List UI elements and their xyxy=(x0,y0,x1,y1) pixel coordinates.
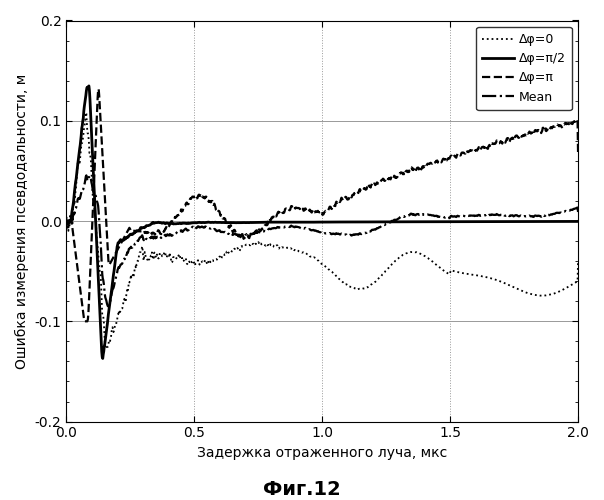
Line: Δφ=0: Δφ=0 xyxy=(66,112,578,347)
Δφ=π/2 xyxy=(415,219,422,225)
Δφ=π xyxy=(81,318,88,324)
Mean xyxy=(289,224,297,230)
Mean xyxy=(463,212,470,218)
Mean xyxy=(574,209,582,215)
Mean xyxy=(116,264,123,270)
Δφ=π xyxy=(289,204,297,210)
Δφ=0 xyxy=(574,258,582,264)
Δφ=0 xyxy=(82,110,89,116)
Δφ=0 xyxy=(463,271,470,277)
Mean xyxy=(472,213,479,219)
Δφ=π/2 xyxy=(289,219,297,225)
X-axis label: Задержка отраженного луча, мкс: Задержка отраженного луча, мкс xyxy=(197,446,448,460)
Y-axis label: Ошибка измерения псевдодальности, м: Ошибка измерения псевдодальности, м xyxy=(15,74,29,368)
Δφ=π/2 xyxy=(63,218,70,224)
Δφ=0 xyxy=(415,250,422,256)
Mean xyxy=(63,217,70,223)
Mean xyxy=(104,303,112,309)
Δφ=π xyxy=(95,86,102,92)
Mean xyxy=(271,225,278,231)
Δφ=π xyxy=(271,212,278,218)
Δφ=π/2 xyxy=(463,218,470,224)
Δφ=π xyxy=(116,243,123,249)
Δφ=π xyxy=(63,218,70,224)
Δφ=0 xyxy=(472,272,479,278)
Δφ=π xyxy=(472,148,479,154)
Δφ=0 xyxy=(289,247,297,253)
Text: Фиг.12: Фиг.12 xyxy=(263,480,341,499)
Line: Δφ=π/2: Δφ=π/2 xyxy=(66,86,578,358)
Line: Δφ=π: Δφ=π xyxy=(66,89,578,322)
Δφ=π/2 xyxy=(472,218,479,224)
Line: Mean: Mean xyxy=(66,176,578,306)
Legend: Δφ=0, Δφ=π/2, Δφ=π, Mean: Δφ=0, Δφ=π/2, Δφ=π, Mean xyxy=(476,26,572,110)
Δφ=π xyxy=(463,148,470,154)
Δφ=0 xyxy=(271,244,278,250)
Δφ=0 xyxy=(116,310,123,316)
Δφ=π/2 xyxy=(271,220,278,226)
Mean xyxy=(415,212,422,218)
Mean xyxy=(83,172,90,178)
Δφ=π/2 xyxy=(99,356,106,362)
Δφ=π xyxy=(415,166,422,172)
Δφ=0 xyxy=(63,214,70,220)
Δφ=π/2 xyxy=(85,83,92,89)
Δφ=π/2 xyxy=(116,238,123,244)
Δφ=π/2 xyxy=(574,218,582,224)
Δφ=0 xyxy=(103,344,111,350)
Δφ=π xyxy=(574,150,582,156)
